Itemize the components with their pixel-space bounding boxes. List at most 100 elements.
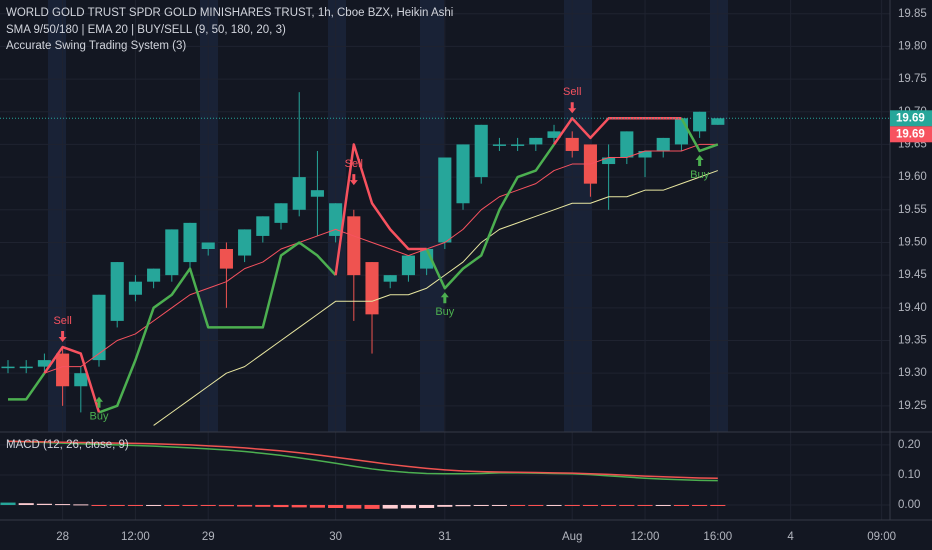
y-tick-label: 19.50 bbox=[898, 237, 927, 249]
candle-body bbox=[529, 137, 543, 145]
sell-label: Sell bbox=[563, 86, 581, 98]
indicator-line bbox=[425, 143, 556, 290]
y-tick-label: 19.40 bbox=[898, 302, 927, 314]
macd-line bbox=[7, 440, 718, 480]
candle-body bbox=[620, 131, 634, 158]
candle-body bbox=[56, 353, 70, 387]
candle-body bbox=[92, 294, 106, 361]
candle-body bbox=[274, 203, 288, 223]
price-label-box bbox=[890, 110, 932, 127]
y-tick-label: 19.55 bbox=[898, 204, 927, 216]
y2-tick-label: 0.00 bbox=[898, 499, 920, 511]
histogram-bar bbox=[510, 504, 526, 506]
x-tick-label: 29 bbox=[202, 531, 215, 543]
buy-label: Buy bbox=[435, 306, 454, 318]
y-tick-label: 19.25 bbox=[898, 400, 927, 412]
histogram-bar bbox=[109, 504, 125, 506]
histogram-bar bbox=[182, 504, 198, 506]
sell-arrow bbox=[568, 102, 577, 114]
histogram-bar bbox=[346, 504, 362, 509]
buy-label: Buy bbox=[690, 169, 709, 181]
y-tick-label: 19.35 bbox=[898, 335, 927, 347]
y-tick-label: 19.85 bbox=[898, 8, 927, 20]
candle-body bbox=[401, 255, 415, 276]
indicator-legend: SMA 9/50/180 | EMA 20 | BUY/SELL (9, 50,… bbox=[6, 24, 286, 36]
histogram-bar bbox=[127, 504, 143, 506]
candle-body bbox=[693, 111, 707, 132]
x-tick-label: 12:00 bbox=[631, 531, 660, 543]
histogram-bar bbox=[528, 504, 544, 506]
histogram-bar bbox=[291, 504, 307, 508]
y-tick-label: 19.60 bbox=[898, 171, 927, 183]
histogram-bar bbox=[619, 504, 635, 506]
candle-body bbox=[438, 157, 452, 243]
histogram-bar bbox=[328, 504, 344, 508]
histogram-bar bbox=[437, 504, 453, 507]
histogram-bar bbox=[164, 504, 180, 506]
histogram-bar bbox=[18, 503, 34, 505]
candle-body bbox=[656, 137, 670, 151]
x-tick-label: 28 bbox=[56, 531, 69, 543]
candle-body bbox=[365, 262, 379, 315]
indicator-line bbox=[98, 241, 337, 414]
candle-body bbox=[292, 177, 306, 210]
indicator-line bbox=[334, 143, 427, 276]
session-shading bbox=[48, 0, 728, 432]
candle-body bbox=[165, 229, 179, 276]
sell-label: Sell bbox=[53, 315, 71, 327]
candle-body bbox=[565, 137, 579, 151]
candle-body bbox=[492, 144, 506, 146]
indicator-line bbox=[43, 345, 101, 413]
histogram-bar bbox=[382, 504, 398, 509]
histogram-bar bbox=[455, 504, 471, 507]
candle-body bbox=[602, 157, 616, 165]
histogram-bar bbox=[710, 504, 726, 506]
x-tick-label: 12:00 bbox=[121, 531, 150, 543]
buy-arrow bbox=[695, 154, 704, 166]
histogram-bar bbox=[491, 504, 507, 506]
candle-body bbox=[256, 216, 270, 236]
candle-body bbox=[74, 373, 88, 387]
candle-body bbox=[310, 190, 324, 197]
x-tick-label: 4 bbox=[787, 531, 794, 543]
histogram-bar bbox=[692, 504, 708, 506]
candle-body bbox=[456, 144, 470, 204]
histogram-bar bbox=[637, 504, 653, 506]
y-tick-label: 19.30 bbox=[898, 367, 927, 379]
candle-body bbox=[37, 360, 51, 367]
histogram-bar bbox=[655, 504, 671, 506]
price-label: 19.69 bbox=[896, 128, 925, 140]
histogram-bar bbox=[0, 502, 16, 505]
histogram-bar bbox=[273, 504, 289, 508]
candle-body bbox=[674, 118, 688, 145]
buy-arrow bbox=[440, 292, 449, 304]
candle-body bbox=[511, 144, 525, 146]
buy-label: Buy bbox=[90, 411, 109, 423]
macd-line bbox=[7, 440, 718, 482]
candle-body bbox=[1, 366, 15, 369]
candle-body bbox=[147, 268, 161, 282]
histogram-bar bbox=[582, 504, 598, 506]
x-tick-label: Aug bbox=[562, 531, 582, 543]
candle-body bbox=[638, 150, 652, 158]
candle-body bbox=[383, 275, 397, 282]
buy-arrow bbox=[95, 396, 104, 408]
histogram-bar bbox=[601, 504, 617, 506]
histogram-bar bbox=[473, 504, 489, 506]
candle-body bbox=[711, 118, 725, 125]
candle-body bbox=[238, 229, 252, 256]
x-tick-label: 09:00 bbox=[867, 531, 896, 543]
price-label-box bbox=[890, 126, 932, 143]
candle-body bbox=[128, 281, 142, 295]
x-tick-label: 30 bbox=[329, 531, 342, 543]
sell-arrow bbox=[349, 174, 358, 186]
y2-tick-label: 0.20 bbox=[898, 439, 920, 451]
histogram-bar bbox=[255, 504, 271, 507]
histogram-bar bbox=[564, 504, 580, 506]
histogram-bar bbox=[218, 504, 234, 507]
marks: Sell Buy Sell Buy Sell Buy bbox=[0, 86, 890, 509]
macd-title: MACD (12, 26, close, 9) bbox=[6, 439, 129, 451]
indicator-line bbox=[44, 143, 718, 374]
x-tick-label: 16:00 bbox=[703, 531, 732, 543]
